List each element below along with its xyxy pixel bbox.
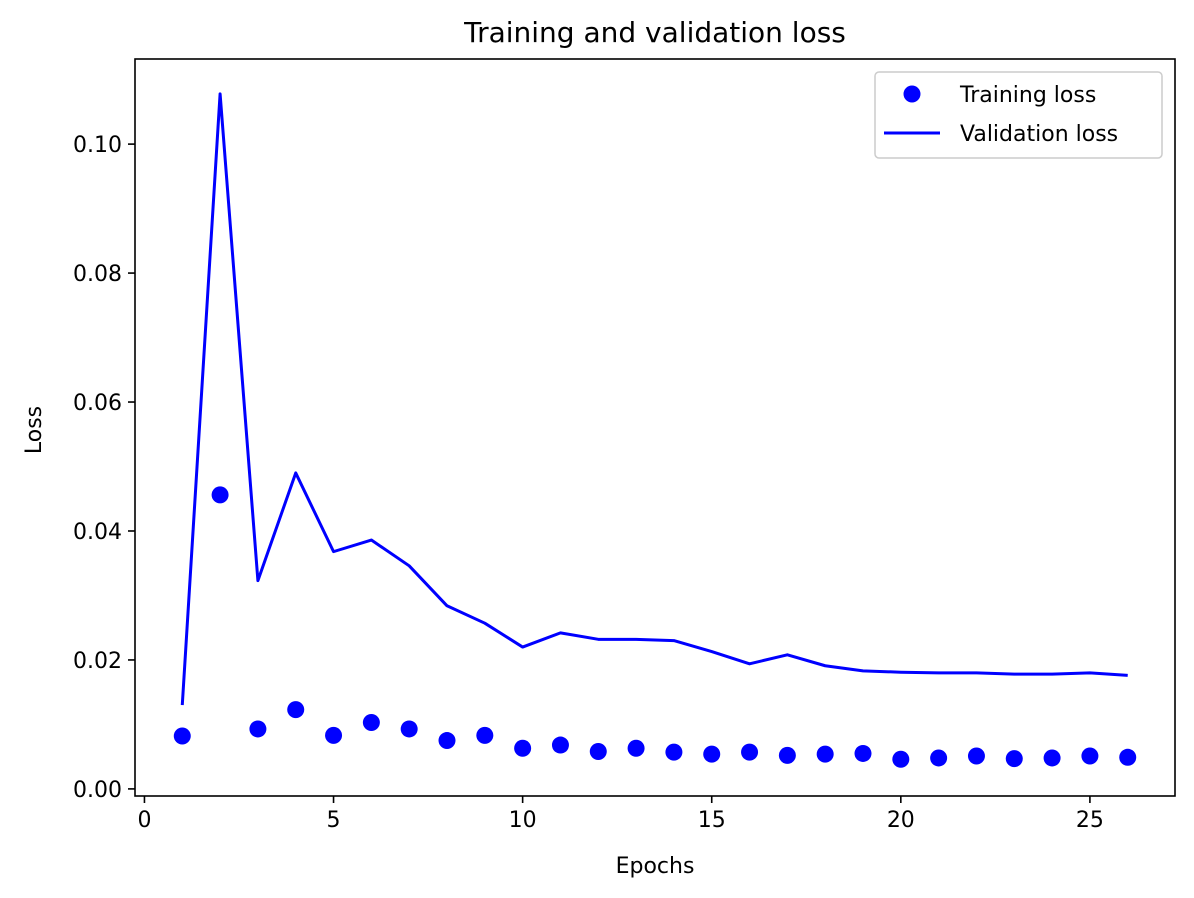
training-loss-point — [1043, 749, 1061, 767]
y-tick-label: 0.08 — [73, 262, 122, 287]
validation-loss-line — [180, 92, 1128, 706]
training-loss-point — [249, 720, 267, 738]
training-loss-point — [1119, 748, 1137, 766]
training-loss-point — [741, 743, 759, 761]
training-loss-point — [1005, 750, 1023, 768]
training-loss-point — [778, 746, 796, 764]
training-loss-point — [400, 720, 418, 738]
training-loss-point — [627, 739, 645, 757]
training-loss-point — [438, 732, 456, 750]
training-loss-point — [1081, 747, 1099, 765]
training-loss-point — [514, 739, 532, 757]
axes-frame — [134, 58, 1176, 797]
training-loss-point — [362, 713, 380, 731]
y-axis: 0.00 0.02 0.04 0.06 0.08 0.10 — [73, 133, 135, 803]
plot-area — [173, 92, 1137, 768]
legend-label-validation: Validation loss — [960, 122, 1118, 147]
legend-marker-training — [903, 85, 921, 103]
x-tick-label: 5 — [327, 808, 341, 833]
x-tick-label: 25 — [1076, 808, 1104, 833]
training-loss-point — [930, 749, 948, 767]
legend: Training loss Validation loss — [874, 71, 1163, 159]
training-loss-point — [589, 743, 607, 761]
training-loss-point — [665, 743, 683, 761]
training-loss-point — [476, 726, 494, 744]
y-tick-label: 0.00 — [73, 778, 122, 803]
legend-box — [874, 71, 1163, 159]
y-tick-label: 0.02 — [73, 649, 122, 674]
training-loss-point — [892, 750, 910, 768]
training-loss-point — [816, 745, 834, 763]
y-tick-label: 0.04 — [73, 520, 122, 545]
x-tick-label: 10 — [509, 808, 537, 833]
training-loss-point — [551, 736, 569, 754]
x-tick-label: 0 — [137, 808, 151, 833]
training-loss-point — [287, 701, 305, 719]
x-axis: 0 5 10 15 20 25 — [137, 796, 1104, 833]
training-loss-point — [854, 744, 872, 762]
y-tick-label: 0.10 — [73, 133, 122, 158]
y-axis-label: Loss — [22, 406, 47, 454]
x-axis-label: Epochs — [616, 854, 695, 879]
training-loss-point — [325, 726, 343, 744]
training-loss-point — [703, 745, 721, 763]
x-tick-label: 15 — [698, 808, 726, 833]
legend-label-training: Training loss — [959, 83, 1096, 108]
x-tick-label: 20 — [887, 808, 915, 833]
training-loss-point — [173, 727, 191, 745]
training-loss-point — [967, 747, 985, 765]
y-tick-label: 0.06 — [73, 391, 122, 416]
chart-title: Training and validation loss — [463, 16, 846, 49]
training-loss-point — [211, 486, 229, 504]
